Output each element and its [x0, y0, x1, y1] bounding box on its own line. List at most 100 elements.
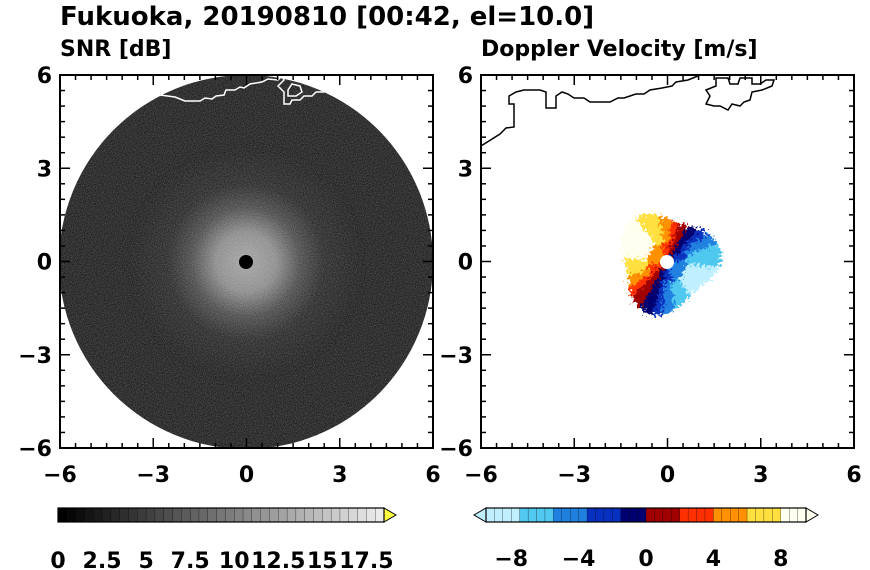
snr-panel: −6 −3 0 3 6 6 3 0 −3 −6 [18, 64, 440, 488]
velocity-colorbar-swatch [797, 507, 807, 523]
snr-x-tick-label: 6 [425, 463, 440, 488]
snr-colorbar-swatch [322, 507, 332, 523]
snr-colorbar-swatch [110, 507, 121, 523]
snr-colorbar-swatch [339, 507, 350, 523]
velocity-colorbar-swatch [595, 507, 605, 523]
snr-colorbar-swatch [66, 507, 77, 523]
velocity-y-tick-label: 6 [458, 64, 473, 89]
snr-colorbar-swatch [234, 507, 244, 523]
snr-colorbar-swatch [57, 507, 68, 523]
snr-colorbar-swatch [330, 507, 341, 523]
velocity-colorbar-swatch [704, 507, 715, 523]
velocity-y-tick-label: −3 [439, 344, 473, 369]
velocity-axis-ticks: −6 −3 0 3 6 6 3 0 −3 −6 [439, 64, 861, 488]
velocity-colorbar-swatch [603, 507, 613, 523]
snr-colorbar-tick-label: 15 [307, 549, 338, 570]
snr-y-tick-label: 3 [37, 157, 52, 182]
snr-colorbar-swatch [154, 507, 165, 523]
velocity-colorbar-frame [485, 507, 807, 523]
snr-colorbar-frame [57, 507, 385, 523]
velocity-colorbar-swatch [662, 507, 672, 523]
velocity-colorbar-swatch [494, 507, 504, 523]
snr-colorbar-swatch [101, 507, 112, 523]
velocity-colorbar-swatch [553, 507, 563, 523]
velocity-center-blank [660, 255, 674, 269]
velocity-colorbar-swatch [519, 507, 529, 523]
velocity-colorbar-swatch [570, 507, 580, 523]
velocity-y-tick-label: 0 [458, 251, 473, 276]
snr-y-tick-label: −3 [18, 344, 52, 369]
velocity-x-tick-label: 3 [753, 463, 768, 488]
snr-colorbar-swatch [145, 507, 156, 523]
velocity-colorbar-swatch [511, 507, 521, 523]
snr-coastline-island [287, 83, 303, 97]
snr-colorbar-swatch [119, 507, 130, 523]
snr-colorbar-tick-label: 10 [219, 549, 250, 570]
velocity-x-tick-label: −3 [557, 463, 591, 488]
velocity-colorbar-swatch [561, 507, 571, 523]
velocity-colorbar-tick-label: 8 [773, 547, 788, 570]
velocity-colorbar-swatch [738, 507, 748, 523]
snr-colorbar-swatch [84, 507, 94, 523]
velocity-colorbar-swatch [772, 507, 782, 523]
velocity-x-tick-label: −6 [464, 463, 498, 488]
velocity-colorbar-tick-label: −8 [494, 547, 528, 570]
velocity-panel-title: Doppler Velocity [m/s] [481, 37, 758, 62]
velocity-y-tick-label: −6 [439, 437, 473, 462]
velocity-colorbar-swatch [721, 507, 731, 523]
snr-axis-ticks: −6 −3 0 3 6 6 3 0 −3 −6 [18, 64, 440, 488]
snr-colorbar-swatch [251, 507, 262, 523]
velocity-colorbar-swatch [789, 507, 799, 523]
snr-colorbar-swatch [128, 507, 138, 523]
snr-colorbar-swatch [93, 507, 103, 523]
snr-colorbar-tick-label: 17.5 [339, 549, 393, 570]
velocity-colorbar-swatch [637, 507, 647, 523]
snr-coastline [159, 75, 330, 105]
snr-colorbar-tick-label: 2.5 [83, 549, 122, 570]
snr-colorbar-swatch [366, 507, 376, 523]
snr-colorbar-swatch [207, 507, 218, 523]
figure-title: Fukuoka, 20190810 [00:42, el=10.0] [60, 2, 594, 32]
snr-colorbar-swatch [286, 507, 297, 523]
velocity-colorbar-swatch [485, 507, 496, 523]
velocity-colorbar-swatch [502, 507, 512, 523]
velocity-colorbar-swatch [527, 507, 538, 523]
snr-x-tick-label: −3 [136, 463, 170, 488]
velocity-colorbar-swatch [730, 507, 740, 523]
velocity-colorbar-swatch [612, 507, 622, 523]
snr-y-tick-label: 6 [37, 64, 52, 89]
snr-colorbar-swatch [242, 507, 253, 523]
velocity-colorbar-swatch [654, 507, 664, 523]
velocity-colorbar-swatch [713, 507, 723, 523]
snr-panel-title: SNR [dB] [60, 37, 171, 62]
velocity-colorbar-swatch [578, 507, 588, 523]
snr-colorbar-swatch [75, 507, 86, 523]
snr-colorbar-swatch [278, 507, 288, 523]
velocity-colorbar-swatch [763, 507, 773, 523]
snr-colorbar-swatch [313, 507, 323, 523]
snr-colorbar-swatch [216, 507, 227, 523]
velocity-colorbar: −8 −4 0 4 8 [473, 507, 819, 570]
velocity-panel: −6 −3 0 3 6 6 3 0 −3 −6 [439, 64, 861, 488]
snr-y-tick-label: −6 [18, 437, 52, 462]
velocity-colorbar-swatch [755, 507, 765, 523]
velocity-colorbar-swatch [536, 507, 546, 523]
velocity-x-tick-label: 0 [660, 463, 675, 488]
snr-colorbar-swatch [304, 507, 315, 523]
snr-colorbar-extend-max [383, 507, 397, 523]
velocity-colorbar-swatch [629, 507, 639, 523]
velocity-colorbar-swatch [780, 507, 790, 523]
velocity-coastline [481, 75, 699, 147]
velocity-colorbar-swatch [645, 507, 656, 523]
snr-x-tick-label: −6 [43, 463, 77, 488]
snr-x-tick-label: 0 [239, 463, 254, 488]
velocity-colorbar-swatch [620, 507, 630, 523]
snr-colorbar-swatch [190, 507, 200, 523]
snr-colorbar-swatch [269, 507, 279, 523]
snr-center-blank [239, 255, 253, 269]
snr-colorbar-swatch [295, 507, 306, 523]
snr-y-tick-label: 0 [37, 251, 52, 276]
velocity-colorbar-swatch [696, 507, 706, 523]
velocity-colorbar-tick-label: 4 [706, 547, 721, 570]
